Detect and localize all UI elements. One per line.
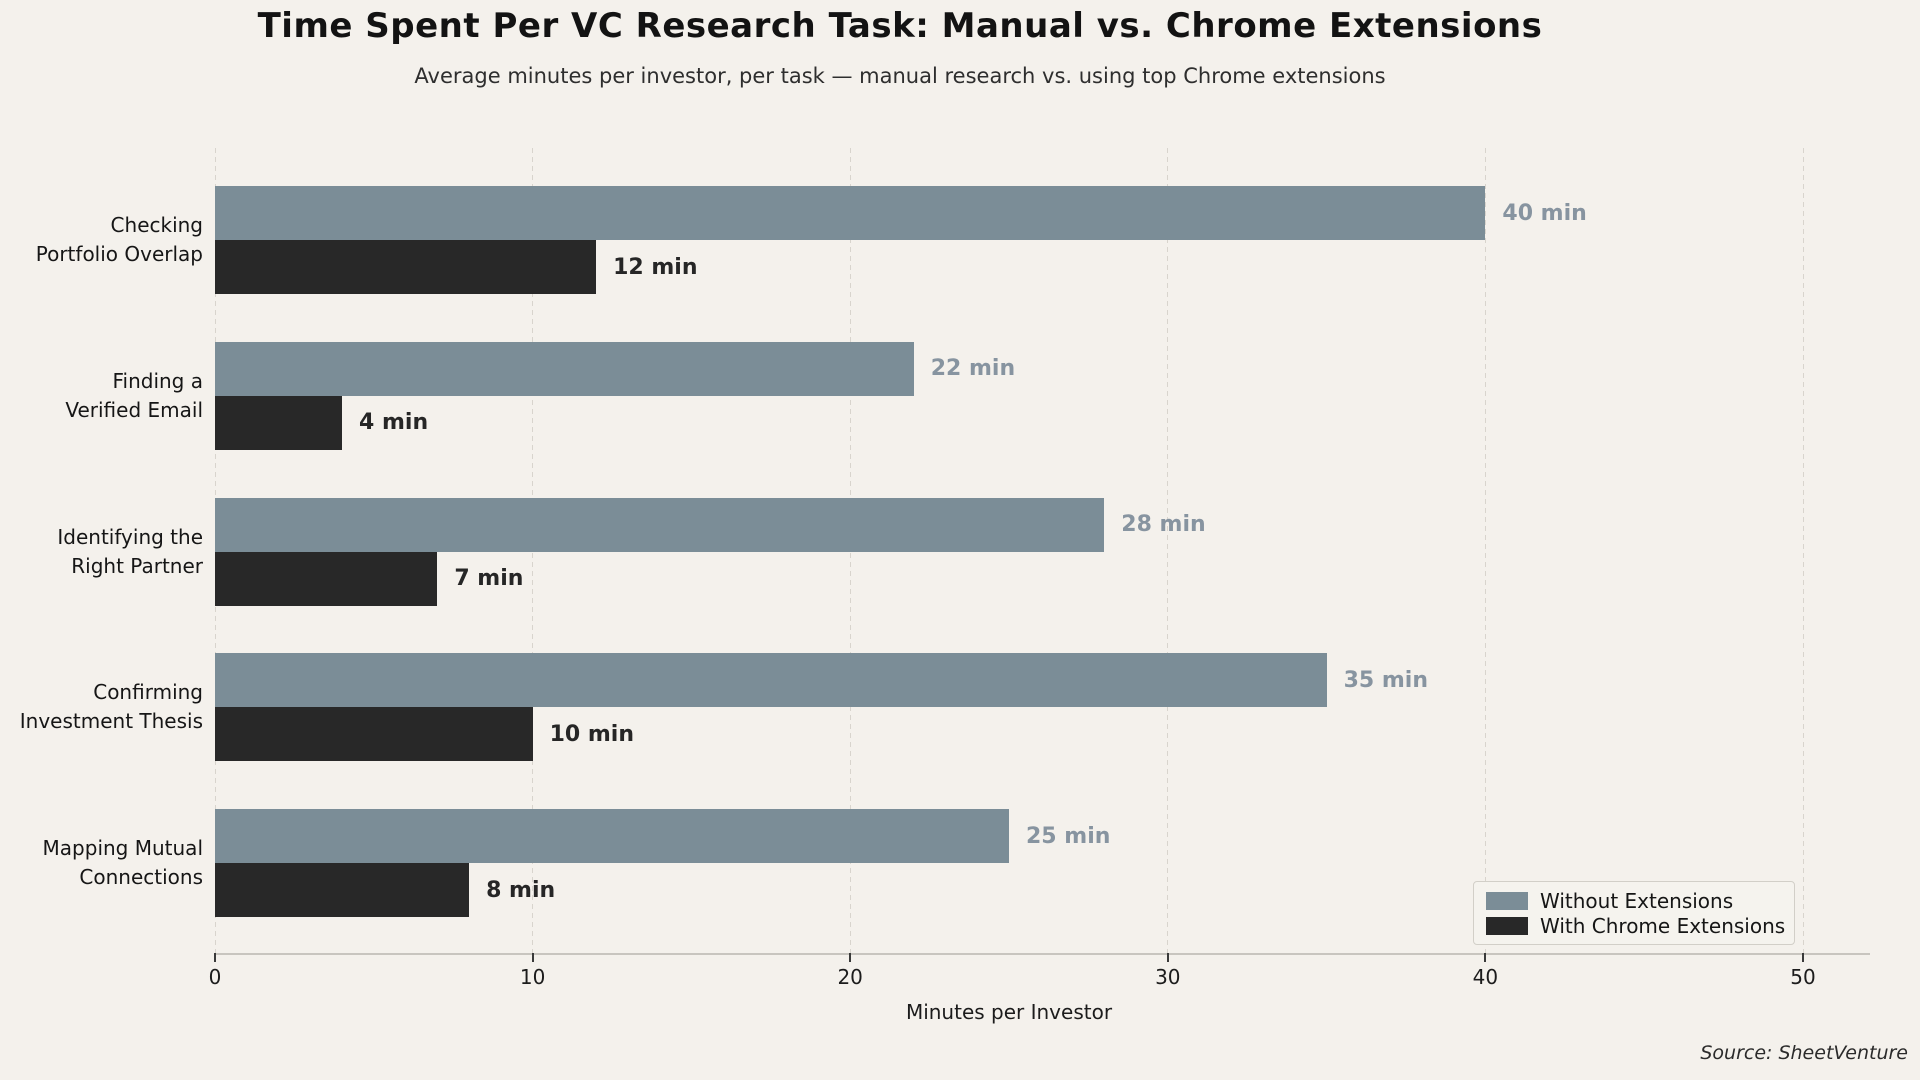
tick-mark-20 bbox=[849, 953, 852, 962]
gridline-x-40 bbox=[1484, 148, 1486, 953]
x-axis-title: Minutes per Investor bbox=[905, 1000, 1113, 1024]
chart-subtitle: Average minutes per investor, per task —… bbox=[414, 64, 1386, 88]
tick-label-10: 10 bbox=[519, 965, 546, 989]
bar-value-label: 10 min bbox=[549, 721, 634, 747]
bar-with-extensions-4 bbox=[215, 863, 470, 917]
category-label-0: Checking Portfolio Overlap bbox=[35, 213, 203, 266]
bar-value-label: 4 min bbox=[359, 410, 429, 436]
tick-mark-50 bbox=[1802, 953, 1804, 962]
tick-mark-30 bbox=[1166, 953, 1169, 962]
category-label-1: Finding a Verified Email bbox=[65, 368, 203, 422]
gridline-x-50 bbox=[1802, 148, 1804, 953]
tick-label-50: 50 bbox=[1790, 965, 1816, 989]
bar-with-extensions-1 bbox=[215, 395, 343, 450]
category-label-4: Mapping Mutual Connections bbox=[42, 836, 203, 889]
bar-without-extensions-4 bbox=[215, 809, 1009, 863]
gridline-x-30 bbox=[1167, 148, 1169, 953]
tick-label-40: 40 bbox=[1472, 965, 1499, 989]
tick-label-20: 20 bbox=[837, 965, 863, 989]
legend-item-without-extensions: Without Extensions bbox=[1486, 889, 1782, 913]
bar-value-label: 12 min bbox=[613, 254, 698, 280]
source-note: Source: SheetVenture bbox=[1700, 1042, 1908, 1064]
tick-mark-10 bbox=[531, 953, 534, 962]
category-label-3: Confirming Investment Thesis bbox=[19, 680, 203, 734]
bar-with-extensions-0 bbox=[215, 240, 597, 294]
x-axis-ticks: 0 10 20 30 40 50 bbox=[209, 953, 1870, 1003]
bar-without-extensions-2 bbox=[215, 497, 1105, 552]
category-axis: Checking Portfolio Overlap Finding a Verifi… bbox=[0, 148, 203, 953]
tick-label-30: 30 bbox=[1155, 965, 1181, 989]
bar-without-extensions-1 bbox=[215, 341, 914, 396]
bar-value-label: 28 min bbox=[1121, 512, 1206, 537]
tick-mark-40 bbox=[1484, 953, 1487, 962]
bar-value-label: 22 min bbox=[930, 356, 1016, 382]
bar-value-label: 40 min bbox=[1502, 200, 1587, 226]
plot-area: 40 min 12 min 22 min 4 min 28 min 7 min 35 min… bbox=[214, 148, 1870, 953]
chart-title: Time Spent Per VC Research Task: Manual … bbox=[257, 6, 1543, 46]
legend-label: Without Extensions bbox=[1540, 888, 1734, 913]
category-label-2: Identifying the Right Partner bbox=[57, 524, 203, 578]
legend-item-with-chrome-extensions: With Chrome Extensions bbox=[1486, 913, 1786, 938]
bar-without-extensions-3 bbox=[215, 653, 1327, 708]
bar-value-label: 8 min bbox=[486, 877, 556, 903]
legend-swatch-with-chrome-extensions bbox=[1486, 916, 1528, 935]
legend-label: With Chrome Extensions bbox=[1540, 913, 1786, 938]
bar-value-label: 35 min bbox=[1343, 667, 1428, 693]
bar-value-label: 25 min bbox=[1026, 823, 1111, 849]
legend: Without Extensions With Chrome Extension… bbox=[1473, 881, 1795, 945]
tick-label-0: 0 bbox=[208, 965, 222, 989]
bar-with-extensions-2 bbox=[215, 551, 438, 606]
bar-without-extensions-0 bbox=[215, 186, 1486, 240]
legend-swatch-without-extensions bbox=[1486, 891, 1528, 910]
bar-value-label: 7 min bbox=[454, 566, 524, 591]
x-axis-line bbox=[215, 953, 1870, 955]
bar-with-extensions-3 bbox=[215, 707, 533, 762]
tick-mark-0 bbox=[214, 953, 216, 962]
